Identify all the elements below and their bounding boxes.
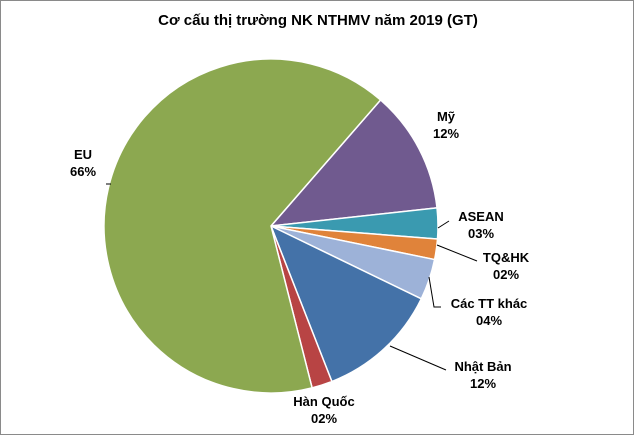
slice-value-label: 12% [433, 126, 459, 141]
chart-title: Cơ cấu thị trường NK NTHMV năm 2019 (GT) [158, 12, 478, 29]
leader-line [437, 220, 450, 229]
slice-label: EU [74, 147, 92, 162]
leader-line [436, 244, 478, 262]
slice-label: TQ&HK [483, 250, 530, 265]
slice-value-label: 12% [470, 376, 496, 391]
leader-line [389, 345, 447, 371]
slice-value-label: 02% [311, 411, 337, 426]
leader-line [428, 276, 441, 308]
slice-value-label: 66% [70, 164, 96, 179]
slice-value-label: 02% [493, 267, 519, 282]
pie-slice-m- [269, 98, 438, 227]
pie-slice-eu [103, 58, 382, 394]
slice-value-label: 03% [468, 226, 494, 241]
slice-label: Hàn Quốc [293, 394, 354, 409]
slice-value-label: 04% [476, 313, 502, 328]
slice-label: ASEAN [458, 209, 504, 224]
pie-slice-nh-t-b-n [269, 224, 423, 383]
slice-label: Các TT khác [451, 296, 528, 311]
slice-label: Nhật Bản [454, 359, 511, 374]
slice-label: Mỹ [437, 109, 456, 124]
